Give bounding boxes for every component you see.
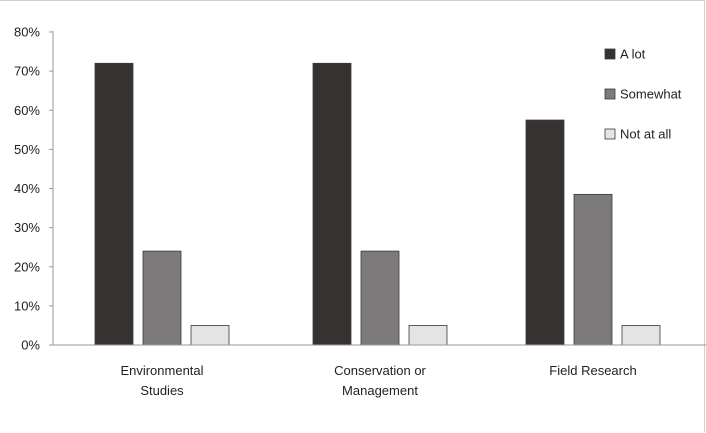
y-tick-label: 70% — [14, 64, 40, 79]
x-category-label: Management — [342, 383, 418, 398]
bar — [621, 325, 661, 346]
y-tick-label: 10% — [14, 298, 40, 313]
y-tick-label: 50% — [14, 142, 40, 157]
x-category-label: Studies — [140, 383, 184, 398]
bar — [94, 62, 134, 346]
y-tick-label: 30% — [14, 220, 40, 235]
x-category-label: Field Research — [549, 363, 636, 378]
x-category-label: Environmental — [120, 363, 203, 378]
bar — [525, 119, 565, 346]
legend-swatch — [604, 88, 616, 100]
legend: A lot Somewhat Not at all — [604, 47, 682, 142]
y-tick-label: 80% — [14, 25, 40, 40]
y-tick-label: 20% — [14, 259, 40, 274]
bars — [94, 62, 661, 346]
legend-label: Not at all — [620, 127, 671, 142]
bar — [360, 250, 400, 346]
x-axis: Environmental Studies Conservation or Manag… — [53, 344, 706, 398]
y-tick-label: 40% — [14, 181, 40, 196]
legend-swatch — [604, 128, 616, 140]
legend-label: Somewhat — [620, 87, 682, 102]
x-category-label: Conservation or — [334, 363, 426, 378]
bar — [408, 325, 448, 346]
bar — [573, 193, 613, 346]
y-axis: 0% 10% 20% 30% 40% 50% 60% 70% 80% — [14, 25, 54, 353]
y-tick-label: 60% — [14, 103, 40, 118]
legend-label: A lot — [620, 47, 646, 62]
bar — [190, 325, 230, 346]
y-tick-label: 0% — [21, 338, 40, 353]
bar — [142, 250, 182, 346]
legend-swatch — [604, 48, 616, 60]
bar — [312, 62, 352, 346]
